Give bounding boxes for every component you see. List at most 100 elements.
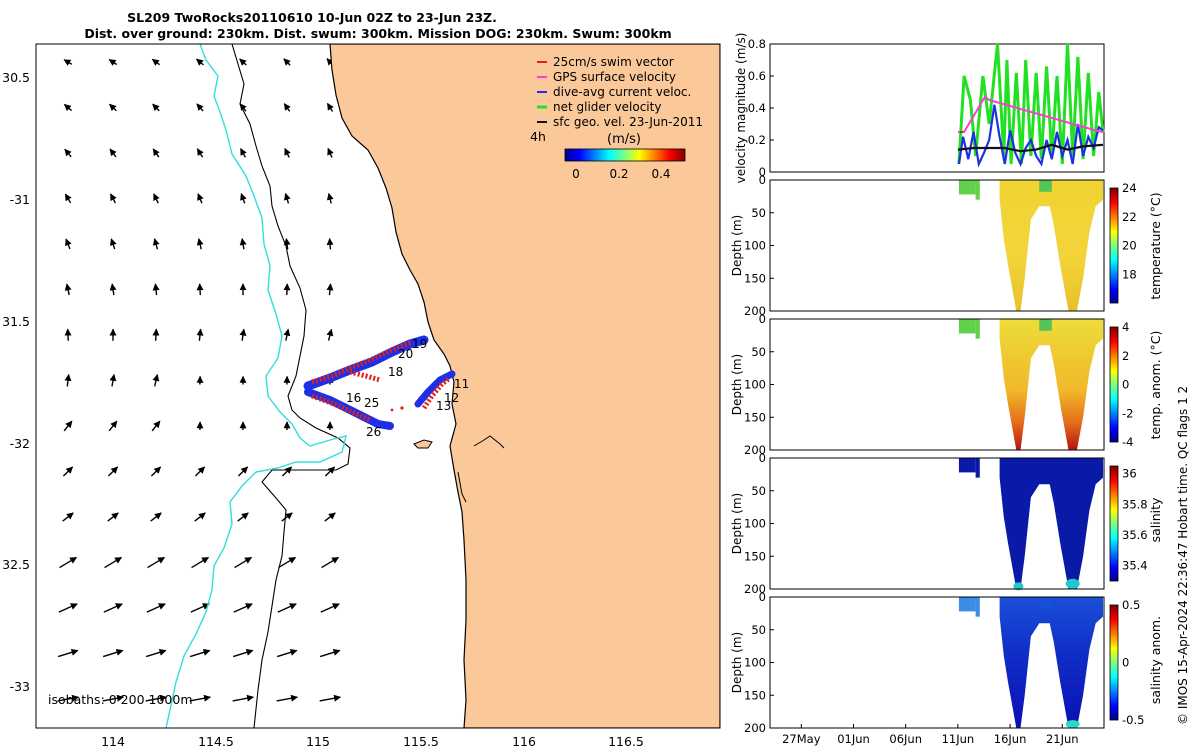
colorbar-tick-label: 18 [1122,267,1137,281]
section-ylabel: Depth (m) [730,354,744,415]
current-vector-arrow [102,694,125,702]
title-line-2: Dist. over ground: 230km. Dist. swum: 30… [84,26,671,41]
current-vector-arrow [240,192,247,204]
colorbar-tick-label: 2 [1122,349,1129,363]
section-data-area [999,180,1103,311]
velocity-series-line [957,104,1104,168]
current-vector-arrow [327,147,334,158]
day-label: 18 [388,365,403,379]
y-tick-label: 50 [751,484,766,498]
y-tick-label: 150 [744,271,766,285]
current-vector-arrow [189,648,211,658]
current-vector-arrow [57,694,80,702]
current-vector-arrow [59,556,78,569]
current-vector-arrow [326,283,334,296]
legend-label: dive-avg current veloc. [553,85,691,99]
current-vector-arrow [63,420,73,432]
current-vector-arrow [102,648,124,658]
colorbar-tick: 0 [572,167,580,181]
lon-tick: 116.5 [608,734,644,749]
section-variable-label: salinity anom. [1148,616,1163,704]
time-tick-label: 01Jun [837,732,870,746]
section-panel: 0 50 100 150 200 Depth (m) 0.5 0 -0.5 salinity an… [730,590,1163,735]
section-data-patch [1065,578,1080,589]
current-vector-arrow [152,148,160,158]
y-tick-label: 100 [744,517,766,531]
track-point [390,408,394,412]
y-tick-label: 0 [759,165,766,179]
title-line-1: SL209 TwoRocks20110610 10-Jun 02Z to 23-… [127,10,497,25]
section-data-patch [975,319,980,339]
section-ylabel: Depth (m) [730,632,744,693]
legend-label: GPS surface velocity [553,70,676,84]
y-tick-label: 150 [744,549,766,563]
velocity-series-line [957,143,1104,153]
current-vector-arrow [276,694,299,702]
y-tick-label: 50 [751,345,766,359]
colorbar-tick-label: 35.4 [1122,559,1148,573]
current-vector-arrow [190,603,210,613]
colorbar-tick-label: 35.6 [1122,528,1148,542]
velocity-y-ticks: 0 0.2 0.4 0.6 0.8 [748,37,774,179]
y-tick-label: 200 [744,582,766,596]
colorbar-tick-label: 22 [1122,210,1137,224]
section-variable-label: salinity [1148,497,1163,542]
current-vector-arrow [324,512,336,522]
current-vector-arrow [109,148,117,158]
current-vector-arrow [151,58,161,66]
colorbar-tick-label: 0.5 [1122,598,1140,612]
scale-label: 4h [530,129,546,144]
current-vector-arrow [234,556,253,569]
colorbar-tick-label: -2 [1122,406,1133,420]
current-vector-arrow [151,420,161,432]
current-vector-arrow [104,556,123,569]
current-vector-arrow [196,103,204,112]
time-axis: 27May 01Jun 06Jun 11Jun 16Jun 21Jun [782,724,1079,746]
current-vector-arrow [232,694,255,702]
velocity-ylabel: velocity magnitude (m/s) [734,33,748,184]
current-vector-arrow [240,148,247,158]
current-vector-arrow [277,603,297,613]
coast-detail [457,435,505,503]
y-tick-label: 200 [744,304,766,318]
day-label: 19 [412,337,427,351]
day-label: 20 [398,347,413,361]
current-vector-arrow [146,603,166,613]
section-data-patch [1039,180,1052,192]
current-vector-arrow [64,148,72,158]
track-current-east [414,370,456,408]
glider-track [303,335,456,430]
lon-tick: 114 [101,734,125,749]
current-vector-arrow [326,237,334,250]
current-vector-arrow [109,238,117,250]
current-vector-arrow [326,328,334,341]
current-vector-arrow [237,466,249,477]
current-vector-arrow [232,648,254,658]
section-data-patch [1065,720,1080,729]
current-vector-arrow [233,603,253,613]
y-tick-label: 150 [744,688,766,702]
velocity-series [957,43,1105,168]
section-ylabel: Depth (m) [730,215,744,276]
track-swim-outbound [311,339,413,385]
section-variable-label: temperature (°C) [1148,192,1163,299]
current-vector-arrow [152,373,160,387]
current-vector-arrow [195,58,204,66]
map-frame [35,43,721,729]
current-vector-arrow [64,193,72,204]
current-vector-arrow [239,58,247,66]
day-label: 25 [364,396,379,410]
credit-text: © IMOS 15-Apr-2024 22:36:47 Hobart time.… [1176,386,1190,725]
time-tick-label: 21Jun [1046,732,1079,746]
day-label: 26 [366,425,381,439]
current-vector-arrow [283,103,291,112]
colorbar-tick-label: 36 [1122,467,1137,481]
current-vector-arrow [150,466,162,477]
isobaths-label: isobaths: 0 200 1000m [48,692,193,707]
section-data-patch [958,180,976,195]
current-vector-arrow [145,648,167,658]
current-vector-arrow [239,238,247,250]
day-labels: 19 20 18 11 16 25 12 13 26 [346,337,469,439]
